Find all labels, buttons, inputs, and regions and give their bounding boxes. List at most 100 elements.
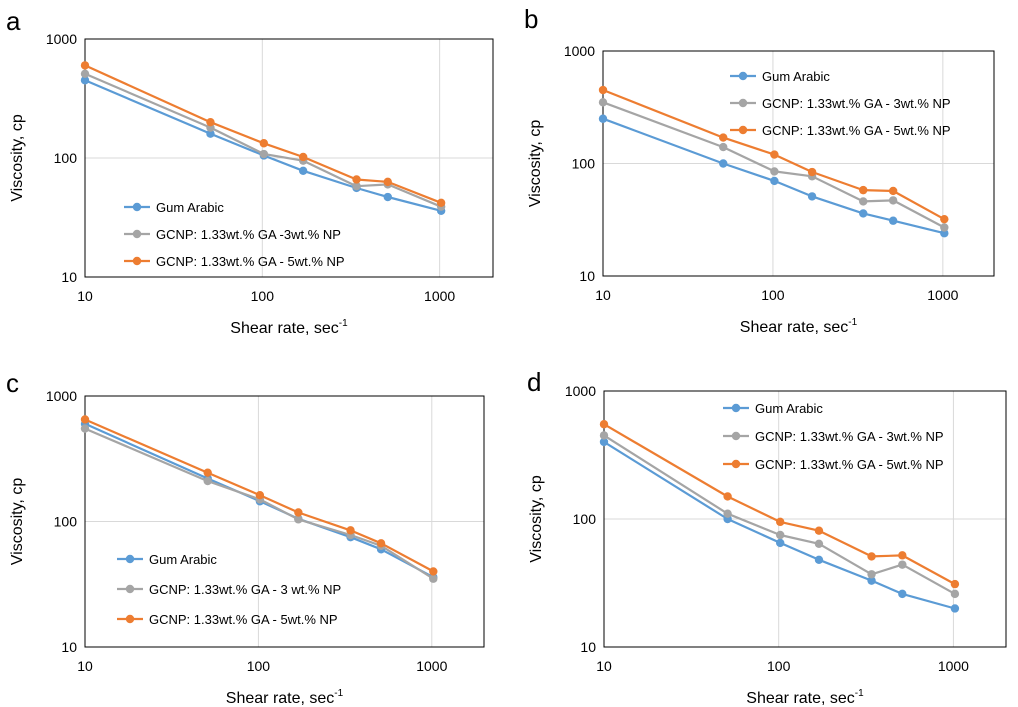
data-point	[294, 508, 303, 517]
data-point	[888, 216, 898, 225]
data-point	[298, 166, 308, 176]
data-point	[80, 69, 90, 78]
y-axis-title: Viscosity, cp	[9, 478, 26, 566]
series-1	[599, 431, 960, 599]
plot-area-frame	[84, 395, 485, 648]
panel-letter: a	[6, 6, 21, 36]
y-tick-label: 10	[61, 269, 77, 285]
data-point	[770, 176, 779, 186]
legend: Gum Arabic GCNP: 1.33wt.% GA - 3wt.% NP GC…	[723, 401, 944, 472]
data-point	[719, 133, 728, 142]
data-point	[255, 491, 265, 500]
x-tick-label: 1000	[424, 288, 455, 304]
data-point	[383, 192, 392, 202]
data-point	[298, 152, 308, 162]
data-point	[807, 167, 817, 177]
y-tick-label: 1000	[564, 43, 595, 59]
panel-letter: b	[524, 4, 538, 34]
y-axis-title: Viscosity, cp	[527, 120, 544, 208]
legend: Gum Arabic GCNP: 1.33wt.% GA -3wt.% NP GCN…	[124, 200, 345, 269]
data-point	[776, 538, 785, 548]
data-point	[776, 530, 785, 540]
series-line	[602, 101, 945, 229]
legend-swatch-marker	[738, 71, 748, 81]
x-tick-label: 1000	[927, 287, 958, 303]
series-2	[598, 85, 949, 224]
y-tick-label: 10	[579, 268, 595, 284]
x-tick-label: 100	[767, 658, 791, 674]
y-tick-label: 1000	[565, 383, 596, 399]
series-1	[598, 98, 949, 232]
panel-letter: d	[527, 367, 541, 397]
data-point	[888, 186, 898, 196]
data-point	[867, 552, 876, 561]
data-point	[203, 476, 212, 486]
data-point	[940, 229, 949, 238]
x-axis-title-superscript: -1	[339, 318, 348, 329]
legend-swatch-marker	[731, 431, 741, 441]
data-point	[429, 567, 438, 576]
x-tick-label: 100	[247, 658, 271, 674]
x-axis-title: Shear rate, sec-1	[740, 317, 858, 336]
y-tick-label: 10	[580, 639, 596, 655]
x-tick-label: 10	[77, 288, 93, 304]
data-point	[719, 142, 728, 152]
data-point	[352, 175, 361, 184]
data-point	[723, 492, 732, 501]
legend-swatch-marker	[125, 584, 135, 594]
x-axis-title-superscript: -1	[848, 317, 857, 328]
legend-swatch-marker	[132, 229, 142, 239]
plot-area-frame	[602, 50, 995, 277]
y-tick-label: 1000	[46, 31, 77, 47]
data-point	[814, 539, 824, 549]
data-point	[346, 526, 355, 535]
data-point	[80, 61, 90, 70]
y-tick-label: 100	[54, 514, 78, 530]
y-axis-title: Viscosity, cp	[528, 475, 545, 563]
y-tick-label: 100	[572, 156, 596, 172]
x-tick-label: 10	[595, 287, 611, 303]
data-point	[776, 517, 785, 527]
x-tick-label: 10	[596, 658, 612, 674]
chart-panel-b: b 10 100 1000 10 100 1000 Shear rate, sec-1 Visc…	[524, 4, 995, 336]
legend-entry-label: Gum Arabic	[762, 69, 830, 84]
legend-entry-label: GCNP: 1.33wt.% GA - 5wt.% NP	[755, 457, 944, 472]
data-point	[598, 98, 608, 107]
x-tick-label: 10	[77, 658, 93, 674]
series-2	[599, 420, 960, 589]
data-point	[598, 85, 608, 95]
chart-panel-c: c 10 100 1000 10 100 1000 Shear rate, sec-1 Visc…	[6, 368, 485, 707]
data-point	[80, 415, 90, 424]
legend-entry-label: GCNP: 1.33wt.% GA - 5wt.% NP	[156, 254, 345, 269]
x-tick-label: 1000	[416, 658, 447, 674]
data-point	[723, 509, 732, 518]
data-point	[80, 424, 90, 433]
legend-swatch-marker	[738, 98, 748, 108]
legend-entry-label: GCNP: 1.33wt.% GA -3wt.% NP	[156, 227, 341, 242]
x-tick-label: 100	[251, 288, 275, 304]
data-point	[898, 560, 907, 569]
data-point	[259, 139, 269, 148]
y-tick-label: 100	[573, 511, 597, 527]
x-axis-title-superscript: -1	[855, 688, 864, 699]
data-point	[203, 468, 212, 477]
legend-entry-label: Gum Arabic	[755, 401, 823, 416]
data-point	[80, 76, 90, 85]
data-point	[898, 589, 907, 599]
x-tick-label: 1000	[938, 658, 969, 674]
panel-letter: c	[6, 368, 19, 398]
series-0	[598, 114, 949, 238]
data-point	[599, 431, 609, 440]
data-point	[807, 192, 817, 201]
plot-area-frame	[84, 38, 494, 278]
legend: Gum Arabic GCNP: 1.33wt.% GA - 3wt.% NP GC…	[730, 69, 951, 138]
series-line	[603, 423, 956, 586]
x-axis-title: Shear rate, sec-1	[226, 688, 344, 707]
data-point	[940, 214, 949, 224]
legend-swatch-marker	[132, 202, 142, 212]
data-point	[770, 150, 779, 159]
data-point	[950, 589, 960, 599]
y-tick-label: 1000	[46, 388, 77, 404]
legend-swatch-marker	[125, 614, 135, 624]
